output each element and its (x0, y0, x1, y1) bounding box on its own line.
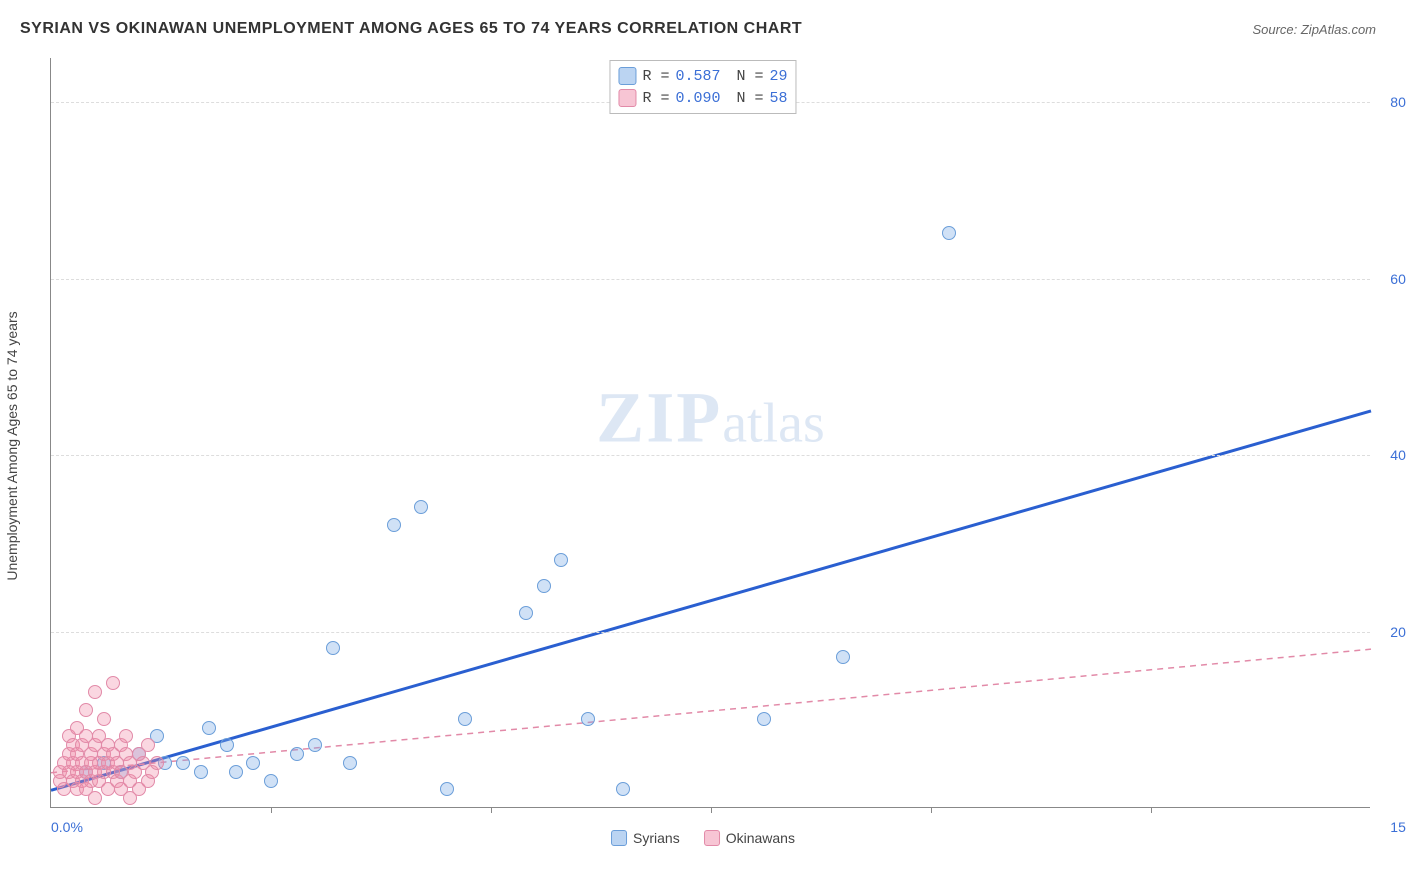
chart-container: SYRIAN VS OKINAWAN UNEMPLOYMENT AMONG AG… (0, 0, 1406, 892)
data-point (554, 553, 568, 567)
legend-label-okinawans: Okinawans (726, 830, 795, 846)
data-point (387, 518, 401, 532)
legend-swatch-pink (618, 89, 636, 107)
data-point (106, 676, 120, 690)
data-point (97, 712, 111, 726)
n-label: N = (737, 68, 764, 85)
legend-row-okinawans: R = 0.090 N = 58 (618, 87, 787, 109)
y-tick-label: 80.0% (1380, 94, 1406, 110)
data-point (519, 606, 533, 620)
legend-swatch-pink (704, 830, 720, 846)
trend-line (51, 649, 1371, 773)
x-axis-min-label: 0.0% (51, 819, 83, 835)
data-point (440, 782, 454, 796)
n-value-okinawans: 58 (770, 90, 788, 107)
data-point (458, 712, 472, 726)
correlation-legend: R = 0.587 N = 29 R = 0.090 N = 58 (609, 60, 796, 114)
data-point (229, 765, 243, 779)
legend-item-syrians: Syrians (611, 830, 680, 846)
data-point (202, 721, 216, 735)
x-tick-mark (271, 807, 272, 813)
source-attribution: Source: ZipAtlas.com (1252, 22, 1376, 37)
legend-item-okinawans: Okinawans (704, 830, 795, 846)
data-point (757, 712, 771, 726)
legend-row-syrians: R = 0.587 N = 29 (618, 65, 787, 87)
x-axis-max-label: 15.0% (1390, 819, 1406, 835)
data-point (194, 765, 208, 779)
r-label: R = (642, 68, 669, 85)
data-point (343, 756, 357, 770)
data-point (942, 226, 956, 240)
data-point (79, 703, 93, 717)
data-point (88, 685, 102, 699)
trend-lines-svg (51, 58, 1370, 807)
data-point (88, 791, 102, 805)
data-point (220, 738, 234, 752)
data-point (119, 729, 133, 743)
data-point (141, 738, 155, 752)
gridline-h (51, 455, 1370, 456)
legend-swatch-blue (611, 830, 627, 846)
n-value-syrians: 29 (770, 68, 788, 85)
x-tick-mark (931, 807, 932, 813)
legend-label-syrians: Syrians (633, 830, 680, 846)
x-tick-mark (711, 807, 712, 813)
data-point (150, 756, 164, 770)
r-value-syrians: 0.587 (675, 68, 720, 85)
plot-area: ZIPatlas 0.0% 15.0% 20.0%40.0%60.0%80.0% (50, 58, 1370, 808)
data-point (414, 500, 428, 514)
series-legend: Syrians Okinawans (611, 830, 795, 846)
chart-title: SYRIAN VS OKINAWAN UNEMPLOYMENT AMONG AG… (20, 20, 802, 38)
n-label: N = (737, 90, 764, 107)
r-label: R = (642, 90, 669, 107)
gridline-h (51, 279, 1370, 280)
data-point (537, 579, 551, 593)
y-axis-label: Unemployment Among Ages 65 to 74 years (4, 311, 20, 580)
data-point (176, 756, 190, 770)
data-point (290, 747, 304, 761)
y-tick-label: 40.0% (1380, 447, 1406, 463)
data-point (581, 712, 595, 726)
data-point (836, 650, 850, 664)
data-point (264, 774, 278, 788)
data-point (246, 756, 260, 770)
data-point (308, 738, 322, 752)
x-tick-mark (1151, 807, 1152, 813)
legend-swatch-blue (618, 67, 636, 85)
y-tick-label: 60.0% (1380, 271, 1406, 287)
x-tick-mark (491, 807, 492, 813)
gridline-h (51, 632, 1370, 633)
r-value-okinawans: 0.090 (675, 90, 720, 107)
data-point (616, 782, 630, 796)
data-point (326, 641, 340, 655)
trend-line (51, 411, 1371, 790)
y-tick-label: 20.0% (1380, 624, 1406, 640)
